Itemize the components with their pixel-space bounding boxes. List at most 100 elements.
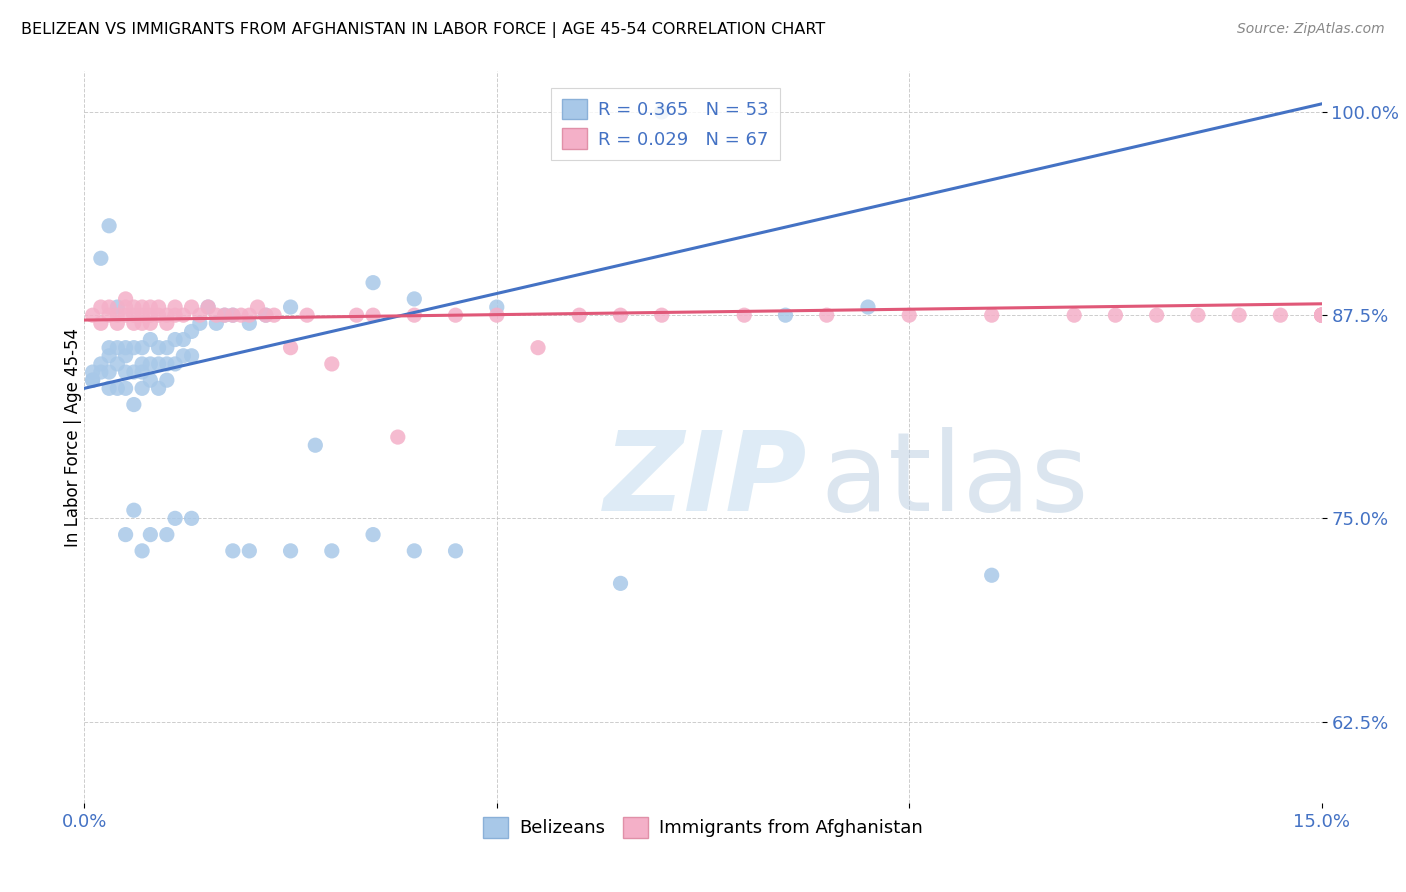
Point [114,381,136,395]
Point [122,300,145,314]
Point [90,316,112,330]
Point [1310,308,1333,322]
Point [254,308,277,322]
Point [98,219,121,233]
Point [98,349,121,363]
Point [238,544,260,558]
Point [139,373,162,387]
Point [238,308,260,322]
Point [238,316,260,330]
Point [205,316,228,330]
Point [90,252,112,266]
Point [568,308,591,322]
Point [1270,308,1292,322]
Point [197,300,219,314]
Point [156,373,179,387]
Point [568,105,591,120]
Point [404,292,426,306]
Point [131,308,153,322]
Y-axis label: In Labor Force | Age 45-54: In Labor Force | Age 45-54 [65,327,82,547]
Point [180,300,202,314]
Point [122,365,145,379]
Point [295,308,318,322]
Point [263,308,285,322]
Point [131,341,153,355]
Point [90,357,112,371]
Point [98,365,121,379]
Point [156,527,179,541]
Point [139,300,162,314]
Point [280,341,302,355]
Point [156,357,179,371]
Point [775,308,797,322]
Point [651,308,673,322]
Point [1063,308,1085,322]
Point [114,365,136,379]
Point [1104,308,1126,322]
Point [1310,308,1333,322]
Point [361,308,384,322]
Point [165,308,187,322]
Legend: Belizeans, Immigrants from Afghanistan: Belizeans, Immigrants from Afghanistan [475,810,931,845]
Point [105,381,128,395]
Point [444,544,467,558]
Point [98,300,121,314]
Point [131,381,153,395]
Point [205,308,228,322]
Point [485,300,508,314]
Point [304,438,326,452]
Point [90,300,112,314]
Point [280,544,302,558]
Point [387,430,409,444]
Text: Source: ZipAtlas.com: Source: ZipAtlas.com [1237,22,1385,37]
Point [122,341,145,355]
Point [105,300,128,314]
Point [114,349,136,363]
Point [733,308,755,322]
Point [131,300,153,314]
Point [131,357,153,371]
Point [180,325,202,339]
Point [404,308,426,322]
Point [180,511,202,525]
Point [90,365,112,379]
Point [122,308,145,322]
Point [188,308,211,322]
Point [122,398,145,412]
Point [114,300,136,314]
Point [105,308,128,322]
Point [148,381,170,395]
Point [485,308,508,322]
Point [1227,308,1250,322]
Point [980,568,1002,582]
Point [148,308,170,322]
Point [1310,308,1333,322]
Point [172,308,194,322]
Point [105,341,128,355]
Point [82,373,104,387]
Point [527,341,550,355]
Point [139,527,162,541]
Text: ZIP: ZIP [605,427,807,534]
Point [139,333,162,347]
Point [404,544,426,558]
Point [214,308,236,322]
Point [131,544,153,558]
Text: atlas: atlas [821,427,1090,534]
Point [246,300,269,314]
Point [180,349,202,363]
Point [229,308,252,322]
Point [222,308,245,322]
Point [346,308,368,322]
Point [856,300,879,314]
Point [82,365,104,379]
Point [197,300,219,314]
Point [1187,308,1209,322]
Point [172,349,194,363]
Point [815,308,838,322]
Point [361,276,384,290]
Point [1310,308,1333,322]
Point [1310,308,1333,322]
Point [122,316,145,330]
Point [1310,308,1333,322]
